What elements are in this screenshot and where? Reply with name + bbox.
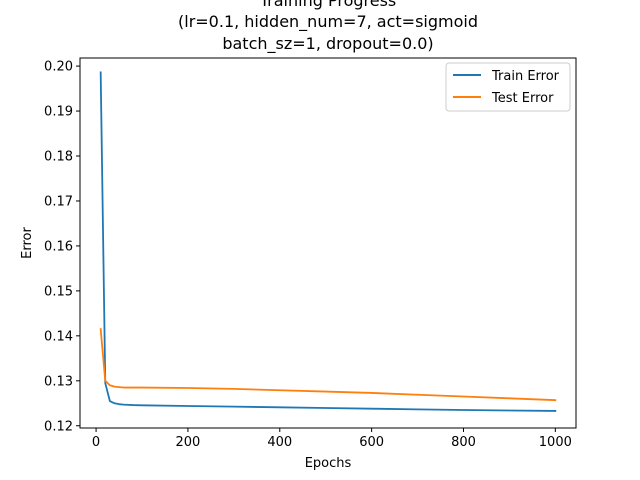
title-line-1: Training Progress <box>259 0 397 10</box>
y-tick-label: 0.19 <box>44 105 73 120</box>
y-tick-label: 0.12 <box>44 419 73 434</box>
series-line-test-error <box>99 328 557 402</box>
x-axis-label: Epochs <box>305 456 352 471</box>
x-tick-label: 400 <box>267 435 292 450</box>
series-line-train-error <box>99 71 557 412</box>
y-axis-label: Error <box>20 227 35 259</box>
x-axis: 0 200 400 600 800 1000 <box>92 428 572 450</box>
chart-title: Training Progress (lr=0.1, hidden_num=7,… <box>178 0 478 54</box>
legend: Train Error Test Error <box>445 62 571 112</box>
title-line-2: (lr=0.1, hidden_num=7, act=sigmoid <box>178 12 478 32</box>
x-tick-label: 0 <box>92 435 100 450</box>
plot-area <box>79 57 577 429</box>
y-tick-label: 0.17 <box>44 194 73 209</box>
y-tick-label: 0.14 <box>44 329 73 344</box>
y-axis: 0.12 0.13 0.14 0.15 0.16 0.17 0.18 0.19 0.20 <box>44 60 80 434</box>
x-tick-label: 600 <box>359 435 384 450</box>
y-tick-label: 0.15 <box>44 284 73 299</box>
x-tick-label: 800 <box>451 435 476 450</box>
y-tick-label: 0.16 <box>44 239 73 254</box>
legend-label-train-error: Train Error <box>491 69 560 84</box>
x-tick-label: 1000 <box>539 435 572 450</box>
y-tick-label: 0.13 <box>44 374 73 389</box>
plot-frame <box>79 57 577 429</box>
title-line-3: batch_sz=1, dropout=0.0) <box>222 34 433 54</box>
y-tick-label: 0.18 <box>44 150 73 165</box>
series-layer <box>99 71 557 412</box>
x-tick-label: 200 <box>176 435 201 450</box>
y-tick-label: 0.20 <box>44 60 73 75</box>
legend-label-test-error: Test Error <box>491 91 554 106</box>
plot-background <box>80 58 576 428</box>
